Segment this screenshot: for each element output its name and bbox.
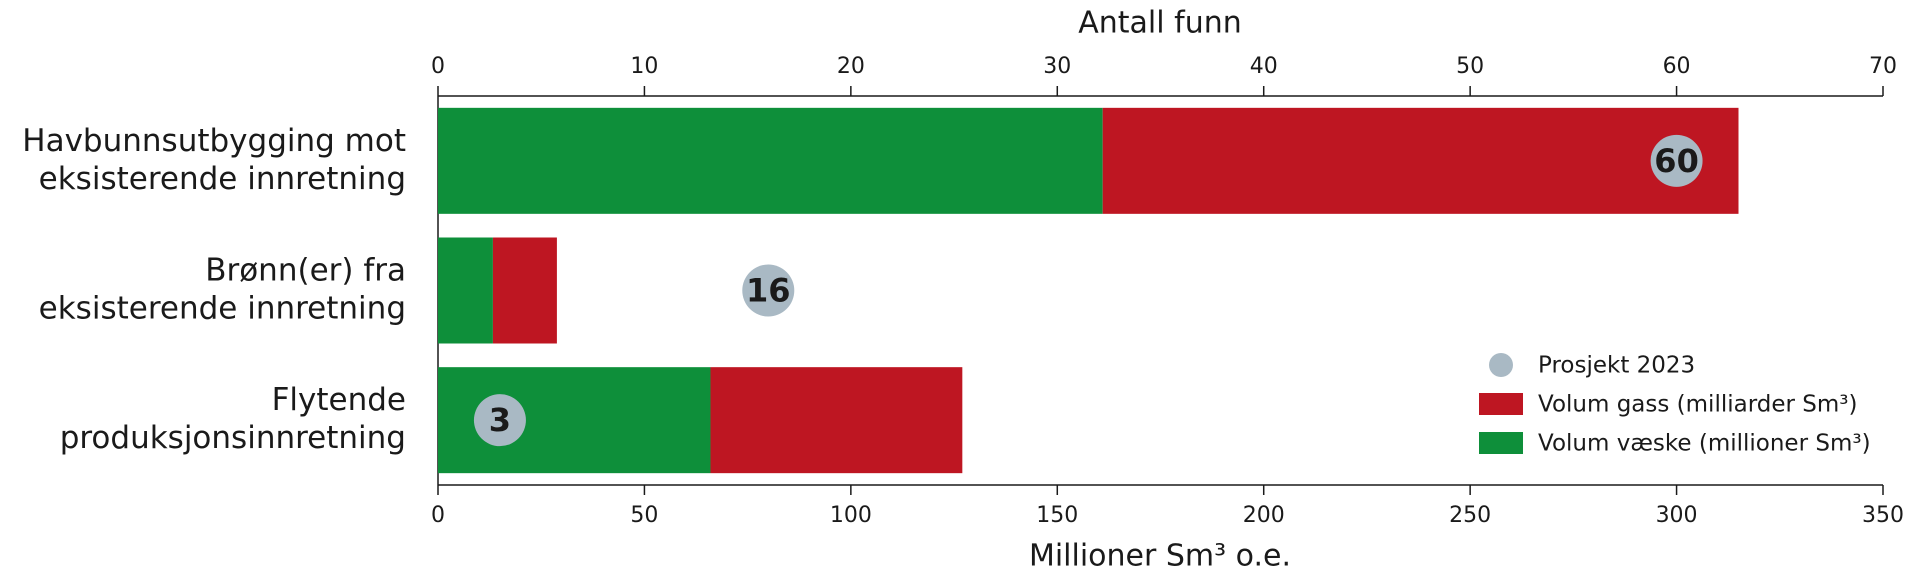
x-tick-label: 200 <box>1243 503 1285 528</box>
bar-segment <box>438 237 493 344</box>
bar-segment <box>710 367 963 474</box>
x-tick-label: 50 <box>630 503 658 528</box>
x2-axis-title: Antall funn <box>1078 6 1242 41</box>
legend-marker <box>1489 353 1513 377</box>
x2-tick-label: 30 <box>1043 54 1071 79</box>
x2-tick-label: 70 <box>1869 54 1897 79</box>
x2-tick-label: 20 <box>837 54 865 79</box>
legend-label: Prosjekt 2023 <box>1538 353 1695 379</box>
bar-segment <box>1102 107 1739 214</box>
x2-tick-label: 50 <box>1456 54 1484 79</box>
category-label-line: Brønn(er) fra <box>205 252 406 288</box>
category-label-line: Havbunnsutbygging mot <box>22 122 406 158</box>
x-tick-label: 150 <box>1036 503 1078 528</box>
x2-tick-label: 0 <box>431 54 445 79</box>
bar-segment <box>438 107 1103 214</box>
count-label: 60 <box>1654 142 1699 180</box>
count-label: 16 <box>746 272 791 310</box>
legend-label: Volum væske (millioner Sm³) <box>1538 431 1871 457</box>
x-tick-label: 100 <box>830 503 872 528</box>
legend-label: Volum gass (milliarder Sm³) <box>1538 392 1857 418</box>
x-tick-label: 250 <box>1449 503 1491 528</box>
x-axis-title: Millioner Sm³ o.e. <box>1029 539 1291 574</box>
count-dot <box>742 264 795 317</box>
x2-tick-label: 10 <box>630 54 658 79</box>
category-label: Flytende produksjonsinnretning <box>60 382 406 456</box>
x-tick-label: 300 <box>1656 503 1698 528</box>
legend-swatch <box>1479 432 1523 454</box>
x2-tick-label: 40 <box>1250 54 1278 79</box>
category-label: Brønn(er) fra eksisterende innretning <box>39 252 406 326</box>
category-label-line: produksjonsinnretning <box>60 420 406 456</box>
x-tick-label: 350 <box>1862 503 1904 528</box>
category-label-line: eksisterende innretning <box>39 290 406 326</box>
x-tick-label: 0 <box>431 503 445 528</box>
category-label-line: Flytende <box>272 382 406 418</box>
count-dot <box>1650 134 1703 187</box>
bar-segment <box>492 237 557 344</box>
category-label-line: eksisterende innretning <box>39 160 406 196</box>
count-dot <box>473 394 526 447</box>
count-label: 3 <box>489 401 511 439</box>
category-label: Havbunnsutbygging mot eksisterende innret… <box>22 122 406 196</box>
x2-tick-label: 60 <box>1663 54 1691 79</box>
legend-swatch <box>1479 393 1523 415</box>
